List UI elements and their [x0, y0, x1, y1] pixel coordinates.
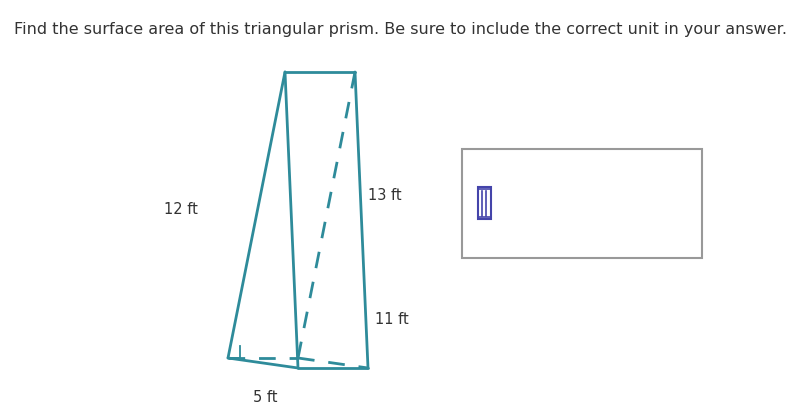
Text: 5 ft: 5 ft [253, 390, 278, 405]
Text: Find the surface area of this triangular prism. Be sure to include the correct u: Find the surface area of this triangular… [14, 22, 786, 37]
Text: 12 ft: 12 ft [164, 202, 198, 218]
Bar [462, 149, 702, 258]
Text: 11 ft: 11 ft [375, 313, 409, 328]
Text: 13 ft: 13 ft [368, 188, 402, 202]
Bar [478, 188, 491, 219]
